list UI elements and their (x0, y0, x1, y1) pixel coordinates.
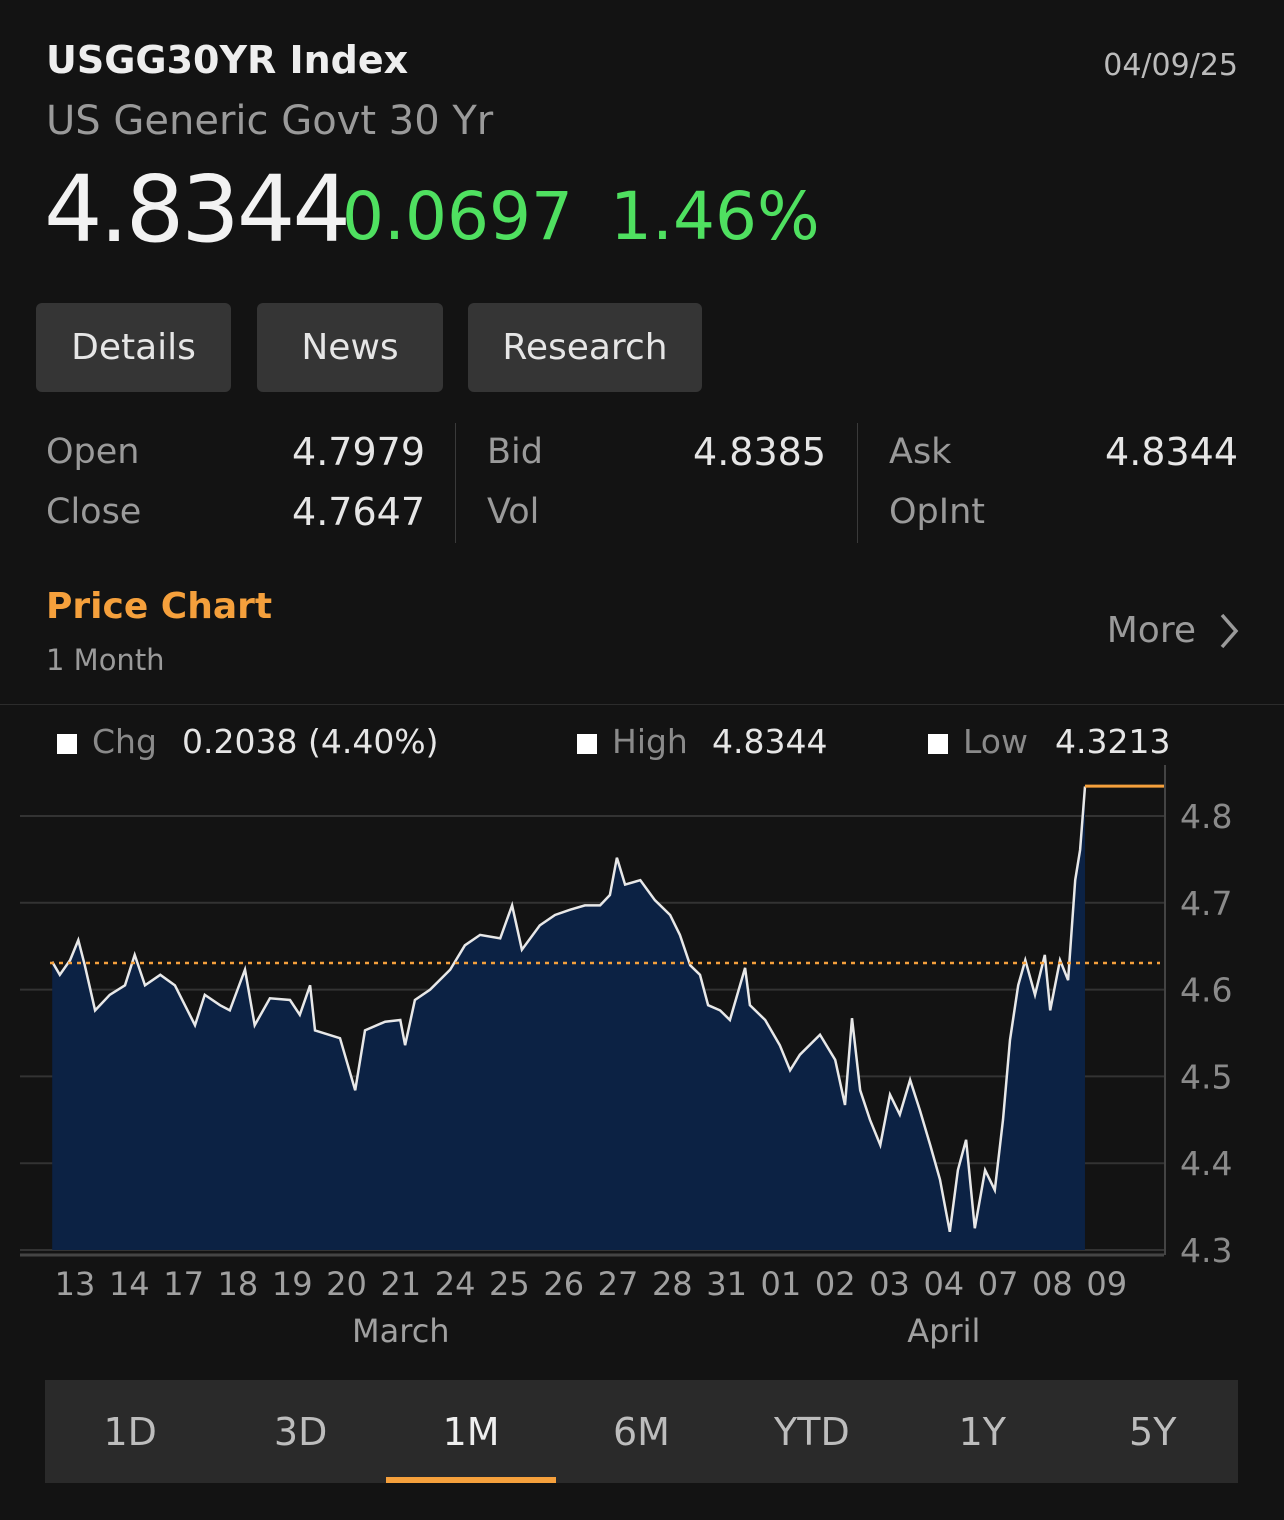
x-tick-label: 14 (109, 1265, 150, 1303)
bid-label: Bid (487, 432, 543, 472)
tab-3d[interactable]: 3D (273, 1409, 328, 1454)
y-tick-label: 4.7 (1180, 884, 1232, 923)
research-button[interactable]: Research (468, 303, 702, 392)
legend-square-icon (577, 734, 597, 754)
x-tick-label: 26 (543, 1265, 584, 1303)
last-price: 4.8344 (44, 156, 351, 263)
ask-label: Ask (889, 432, 952, 472)
x-tick-label: 08 (1032, 1265, 1073, 1303)
news-button[interactable]: News (257, 303, 443, 392)
stat-divider (857, 423, 858, 543)
month-label: March (352, 1312, 450, 1350)
tab-1y[interactable]: 1Y (958, 1409, 1007, 1454)
legend-square-icon (57, 734, 77, 754)
section-divider (0, 704, 1284, 705)
legend-chg-value: 0.2038 (4.40%) (182, 722, 439, 761)
legend-high-value: 4.8344 (712, 722, 828, 761)
x-tick-label: 19 (272, 1265, 313, 1303)
open-label: Open (46, 432, 140, 472)
legend-low-label: Low (963, 722, 1028, 761)
x-tick-label: 09 (1086, 1265, 1127, 1303)
x-tick-label: 13 (55, 1265, 96, 1303)
close-label: Close (46, 492, 142, 532)
tab-5y[interactable]: 5Y (1129, 1409, 1177, 1454)
price-area (52, 786, 1086, 1250)
y-tick-label: 4.5 (1180, 1057, 1232, 1096)
legend-low-value: 4.3213 (1055, 722, 1171, 761)
details-button[interactable]: Details (36, 303, 231, 392)
tab-ytd[interactable]: YTD (774, 1409, 850, 1454)
range-tabs: 1D 3D 1M 6M YTD 1Y 5Y (45, 1380, 1238, 1483)
y-tick-label: 4.6 (1180, 971, 1232, 1010)
price-chart-title: Price Chart (46, 586, 273, 627)
legend-chg-label: Chg (92, 722, 157, 761)
tab-1m[interactable]: 1M (385, 1380, 557, 1483)
chevron-right-icon[interactable] (1218, 612, 1240, 650)
chart-range-label: 1 Month (46, 643, 165, 677)
x-tick-label: 24 (435, 1265, 476, 1303)
tab-1d[interactable]: 1D (103, 1409, 157, 1454)
price-line (51, 786, 1087, 1233)
x-tick-label: 31 (706, 1265, 747, 1303)
ask-value: 4.8344 (1105, 430, 1238, 474)
y-tick-label: 4.8 (1180, 797, 1232, 836)
opint-label: OpInt (889, 492, 985, 532)
x-tick-label: 18 (218, 1265, 259, 1303)
y-tick-label: 4.3 (1180, 1231, 1232, 1270)
security-name: US Generic Govt 30 Yr (46, 98, 494, 144)
price-chart[interactable]: 4.3 4.4 4.5 4.6 4.7 4.8 13 14 17 18 19 20 21 24 25 26 27… (0, 760, 1284, 1360)
y-tick-label: 4.4 (1180, 1144, 1232, 1183)
bid-value: 4.8385 (693, 430, 826, 474)
x-tick-label: 17 (163, 1265, 204, 1303)
x-tick-label: 21 (380, 1265, 421, 1303)
legend-square-icon (928, 734, 948, 754)
vol-label: Vol (487, 492, 540, 532)
x-tick-label: 28 (652, 1265, 693, 1303)
x-tick-label: 07 (978, 1265, 1019, 1303)
x-tick-label: 01 (761, 1265, 802, 1303)
close-value: 4.7647 (292, 490, 425, 534)
stat-divider (455, 423, 456, 543)
x-tick-label: 02 (815, 1265, 856, 1303)
tab-6m[interactable]: 6M (612, 1409, 670, 1454)
x-tick-label: 03 (869, 1265, 910, 1303)
open-value: 4.7979 (292, 430, 425, 474)
percent-change: 1.46% (610, 178, 820, 255)
legend-high-label: High (612, 722, 688, 761)
ticker-title: USGG30YR Index (46, 38, 409, 82)
x-tick-label: 27 (598, 1265, 639, 1303)
month-label: April (907, 1312, 980, 1350)
x-tick-label: 04 (923, 1265, 964, 1303)
x-tick-label: 20 (326, 1265, 367, 1303)
x-tick-label: 25 (489, 1265, 530, 1303)
net-change: 0.0697 (342, 178, 573, 255)
more-link[interactable]: More (1106, 610, 1196, 651)
quote-date: 04/09/25 (1103, 48, 1238, 83)
